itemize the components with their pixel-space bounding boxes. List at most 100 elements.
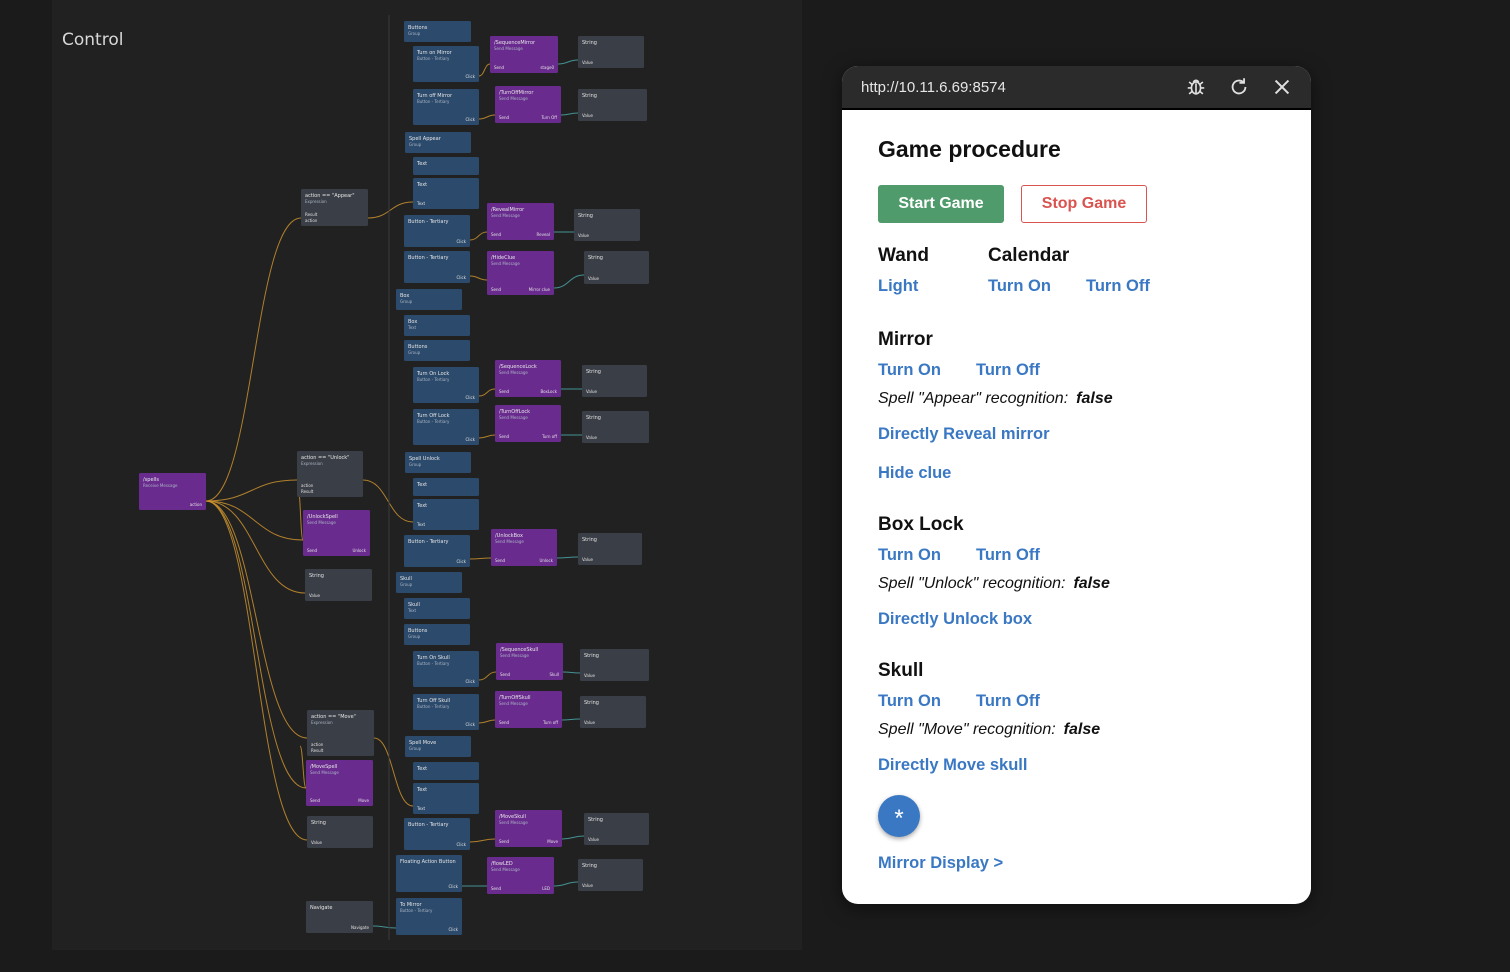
- graph-node[interactable]: String Value: [582, 411, 649, 443]
- refresh-icon[interactable]: [1228, 76, 1250, 98]
- node-title: String: [582, 537, 597, 543]
- graph-node[interactable]: String Value: [574, 209, 640, 241]
- calendar-turn-off-link[interactable]: Turn Off: [1086, 277, 1150, 295]
- mirror-display-link[interactable]: Mirror Display >: [878, 854, 1004, 872]
- node-subtitle: Group: [409, 142, 422, 147]
- unlock-box-link[interactable]: Directly Unlock box: [878, 610, 1033, 628]
- node-port: Value: [578, 233, 590, 238]
- start-game-button[interactable]: Start Game: [878, 185, 1004, 223]
- skull-turn-off-link[interactable]: Turn Off: [976, 692, 1040, 710]
- node-body: [580, 649, 649, 681]
- stop-game-button[interactable]: Stop Game: [1021, 185, 1147, 223]
- graph-node[interactable]: String Value: [582, 365, 647, 397]
- graph-node[interactable]: Button - Tertiary Click: [404, 251, 470, 283]
- preview-url[interactable]: http://10.11.6.69:8574: [861, 78, 1006, 96]
- graph-node[interactable]: String Value: [580, 649, 649, 681]
- hide-clue-link[interactable]: Hide clue: [878, 464, 952, 482]
- node-title: Skull: [400, 576, 412, 582]
- mirror-turn-off-link[interactable]: Turn Off: [976, 361, 1040, 379]
- node-title: Turn off Mirror: [416, 93, 453, 99]
- node-title: String: [586, 415, 601, 421]
- node-body: [491, 529, 557, 566]
- reveal-mirror-link[interactable]: Directly Reveal mirror: [878, 425, 1050, 443]
- node-port: action: [301, 483, 314, 488]
- calendar-turn-on-link[interactable]: Turn On: [988, 277, 1051, 295]
- node-port: Click: [465, 437, 475, 442]
- node-subtitle: Send Message: [495, 539, 524, 544]
- mirror-turn-on-link[interactable]: Turn On: [878, 361, 941, 379]
- floating-action-button[interactable]: *: [878, 795, 920, 837]
- graph-node[interactable]: String Value: [578, 36, 644, 68]
- graph-node[interactable]: Button - Tertiary Click: [404, 818, 470, 850]
- close-icon[interactable]: [1271, 76, 1293, 98]
- graph-node[interactable]: Text: [413, 157, 479, 175]
- graph-node[interactable]: Navigate Navigate: [306, 901, 373, 933]
- graph-node[interactable]: String Value: [307, 816, 373, 848]
- graph-node[interactable]: Text Text: [413, 499, 479, 530]
- graph-node[interactable]: Text: [413, 762, 479, 780]
- skull-turn-on-link[interactable]: Turn On: [878, 692, 941, 710]
- graph-node[interactable]: String Value: [578, 533, 642, 565]
- bug-icon[interactable]: [1185, 76, 1207, 98]
- graph-node[interactable]: Floating Action Button Click: [396, 855, 462, 892]
- graph-node[interactable]: String Value: [580, 696, 646, 728]
- wand-light-link[interactable]: Light: [878, 277, 919, 295]
- node-body: [495, 405, 561, 442]
- boxlock-turn-off-link[interactable]: Turn Off: [976, 546, 1040, 564]
- graph-node[interactable]: Button - Tertiary Click: [404, 535, 470, 567]
- node-body: [578, 533, 642, 565]
- graph-node[interactable]: String Value: [584, 251, 649, 284]
- graph-node[interactable]: String Value: [578, 859, 643, 891]
- game-controls: Start Game Stop Game: [878, 185, 1275, 223]
- graph-node[interactable]: Text: [413, 478, 479, 496]
- graph-node[interactable]: String Value: [578, 89, 647, 121]
- graph-node[interactable]: Button - Tertiary Click: [404, 215, 470, 247]
- wire: [205, 479, 298, 502]
- graph-node[interactable]: Text Text: [413, 178, 479, 209]
- boxlock-turn-on-link[interactable]: Turn On: [878, 546, 941, 564]
- graph-node[interactable]: String Value: [305, 569, 372, 601]
- wire: [469, 557, 492, 560]
- move-skull-link[interactable]: Directly Move skull: [878, 756, 1028, 774]
- graph-node[interactable]: String Value: [584, 813, 649, 845]
- node-port: Click: [465, 117, 475, 122]
- node-title: String: [311, 820, 326, 826]
- graph-node[interactable]: Text Text: [413, 783, 479, 814]
